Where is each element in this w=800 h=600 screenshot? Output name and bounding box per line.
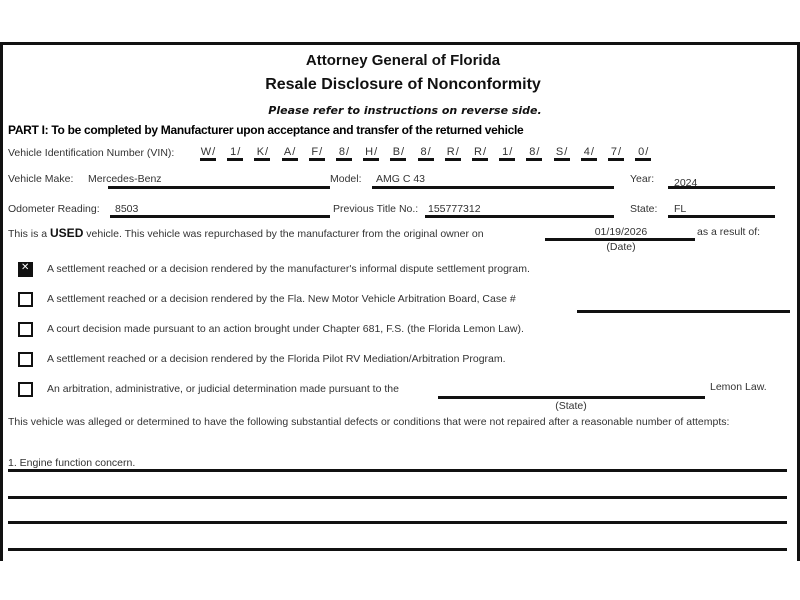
state-label: State:: [630, 203, 658, 215]
option-checkbox[interactable]: [18, 322, 33, 337]
vin-char[interactable]: F: [308, 146, 325, 161]
vin-char[interactable]: A: [281, 146, 298, 161]
prev-title-label: Previous Title No.:: [333, 203, 419, 215]
defect-underline: [8, 548, 787, 551]
vin-char[interactable]: R: [472, 146, 488, 161]
form-agency-title: Attorney General of Florida: [305, 52, 501, 69]
vin-char[interactable]: 1: [227, 146, 244, 161]
case-number-underline[interactable]: [577, 310, 790, 313]
model-underline: [372, 186, 614, 189]
year-label: Year:: [630, 173, 655, 185]
state-lemon-law-underline[interactable]: [438, 396, 705, 399]
defect-underline: [8, 521, 787, 524]
model-label: Model:: [330, 173, 362, 185]
option-label: A court decision made pursuant to an act…: [47, 323, 524, 335]
option-label: A settlement reached or a decision rende…: [47, 353, 506, 365]
vin-char[interactable]: 4: [580, 146, 597, 161]
vin-char[interactable]: K: [254, 146, 271, 161]
vin-char[interactable]: R: [444, 146, 461, 161]
defect-underline: [8, 469, 787, 472]
prev-title-value[interactable]: 155777312: [428, 203, 481, 215]
state-value[interactable]: FL: [674, 203, 687, 215]
lemon-law-label: Lemon Law.: [710, 381, 767, 393]
used-statement: This is a USED vehicle. This vehicle was…: [8, 226, 484, 240]
state-underline: [668, 215, 775, 218]
odometer-value[interactable]: 8503: [115, 203, 139, 215]
defect-underline: [8, 496, 787, 499]
used-suffix: vehicle. This vehicle was repurchased by…: [83, 228, 484, 240]
vin-char[interactable]: W: [200, 146, 216, 161]
option-label: An arbitration, administrative, or judic…: [47, 383, 399, 395]
vin-char[interactable]: 1: [499, 146, 516, 161]
odometer-label: Odometer Reading:: [8, 203, 100, 215]
vin-char[interactable]: H: [363, 146, 380, 161]
part1-heading: PART I: To be completed by Manufacturer …: [8, 123, 524, 137]
odometer-underline: [110, 215, 330, 218]
vin-char[interactable]: 8: [417, 146, 434, 161]
defect-entry[interactable]: 1. Engine function concern.: [8, 457, 136, 469]
vin-char[interactable]: 8: [526, 146, 543, 161]
used-prefix: This is a: [8, 228, 51, 240]
date-caption: (Date): [606, 241, 636, 253]
option-checkbox[interactable]: [18, 352, 33, 367]
form-border: [0, 42, 800, 561]
prev-title-underline: [425, 215, 614, 218]
option-checkbox[interactable]: [18, 382, 33, 397]
vin-char[interactable]: S: [553, 146, 570, 161]
state-caption: (State): [555, 400, 587, 412]
model-value[interactable]: AMG C 43: [376, 173, 426, 185]
option-checkbox[interactable]: [18, 292, 33, 307]
defects-intro: This vehicle was alleged or determined t…: [8, 416, 730, 428]
vin-char[interactable]: 7: [608, 146, 624, 161]
result-of-label: as a result of:: [697, 226, 761, 238]
option-label: A settlement reached or a decision rende…: [47, 263, 530, 275]
instructions-note: Please refer to instructions on reverse …: [268, 104, 542, 117]
make-value[interactable]: Mercedes-Benz: [88, 173, 162, 185]
vin-char[interactable]: 8: [336, 146, 352, 161]
form-title: Resale Disclosure of Nonconformity: [265, 76, 541, 93]
vin-label: Vehicle Identification Number (VIN):: [8, 147, 175, 159]
make-label: Vehicle Make:: [8, 173, 74, 185]
vin-char[interactable]: 0: [635, 146, 652, 161]
date-underline: [545, 238, 695, 241]
make-underline: [108, 186, 330, 189]
option-checkbox[interactable]: [18, 262, 33, 277]
vin-char[interactable]: B: [390, 146, 407, 161]
year-underline: [668, 186, 775, 189]
repurchase-date-value[interactable]: 01/19/2026: [594, 226, 648, 238]
used-word: USED: [50, 226, 84, 240]
option-label: A settlement reached or a decision rende…: [47, 293, 516, 305]
